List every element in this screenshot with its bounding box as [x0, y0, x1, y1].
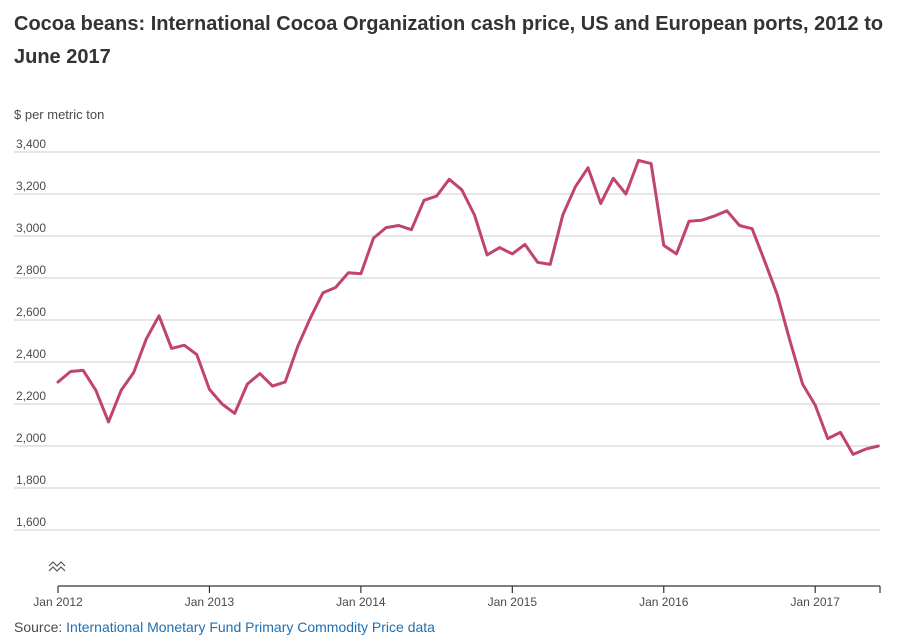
x-tick-label: Jan 2017 — [791, 595, 841, 609]
axis-break-icon — [48, 561, 66, 572]
x-axis — [57, 585, 881, 593]
y-tick-label: 1,800 — [16, 473, 46, 487]
x-tick-label: Jan 2016 — [639, 595, 689, 609]
grid-lines — [14, 151, 880, 531]
series-line — [56, 158, 880, 456]
series-layer — [56, 158, 880, 456]
source-prefix: Source: — [14, 619, 67, 635]
chart-title: Cocoa beans: International Cocoa Organiz… — [14, 13, 884, 68]
y-tick-label: 2,800 — [16, 263, 46, 277]
y-tick-label: 2,000 — [16, 431, 46, 445]
x-tick-label: Jan 2014 — [336, 595, 386, 609]
x-tick-label: Jan 2012 — [33, 595, 83, 609]
x-tick-label: Jan 2013 — [185, 595, 235, 609]
y-tick-labels: 1,600 1,800 2,000 2,200 2,400 2,600 2,800 3,000… — [16, 137, 66, 572]
axis-break-stroke — [48, 566, 66, 572]
y-tick-label: 1,600 — [16, 515, 46, 529]
y-tick-label: 3,000 — [16, 221, 46, 235]
y-tick-label: 3,400 — [16, 137, 46, 151]
source-note: Source: International Monetary Fund Prim… — [14, 619, 435, 635]
y-tick-label: 2,400 — [16, 347, 46, 361]
y-tick-label: 3,200 — [16, 179, 46, 193]
x-tick-label: Jan 2015 — [488, 595, 538, 609]
y-tick-label: 2,200 — [16, 389, 46, 403]
axis-break-stroke — [48, 561, 66, 567]
x-tick-labels: Jan 2012 Jan 2013 Jan 2014 Jan 2015 Jan 2016… — [33, 595, 840, 609]
y-tick-label: 2,600 — [16, 305, 46, 319]
source-link[interactable]: International Monetary Fund Primary Comm… — [66, 619, 435, 635]
y-axis-label: $ per metric ton — [14, 107, 105, 122]
